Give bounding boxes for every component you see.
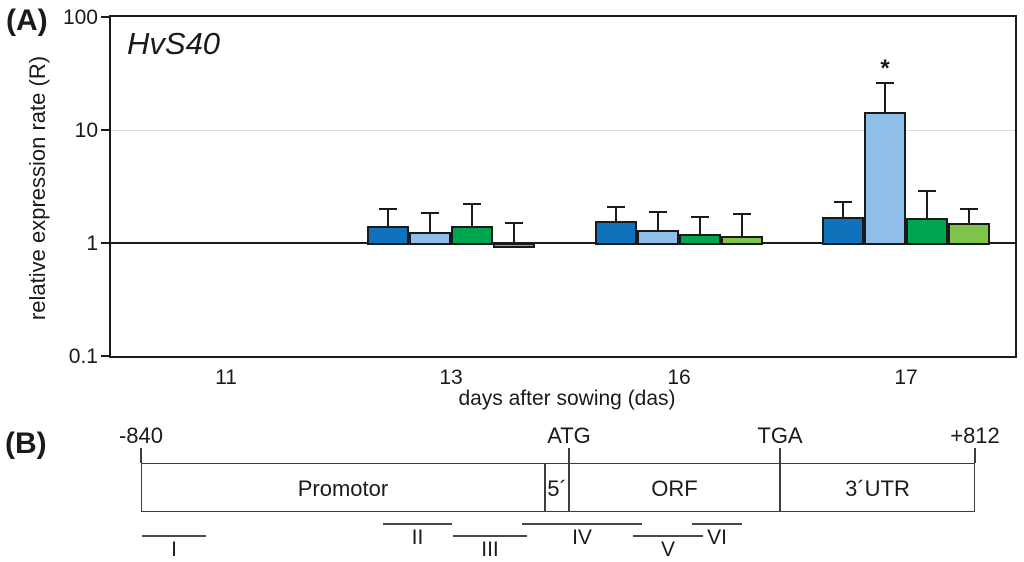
y-tick-1 — [101, 242, 109, 244]
region-label-3´UTR: 3´UTR — [845, 476, 910, 501]
x-tick-label-17: 17 — [894, 366, 918, 389]
fragment-line-V — [633, 535, 703, 537]
fragment-line-IV — [522, 523, 642, 525]
region-divider — [779, 463, 781, 512]
x-tick-label-16: 16 — [667, 366, 691, 389]
panel-a-label: (A) — [6, 4, 48, 37]
fragment-line-II — [383, 523, 452, 525]
error-bar-cap — [691, 215, 709, 218]
error-bar-cap — [238, 242, 256, 244]
error-bar-cap — [196, 242, 214, 244]
error-bar-cap — [280, 242, 298, 244]
gridline-10 — [111, 129, 1015, 131]
error-bar-stem — [968, 208, 970, 224]
region-label-Promotor: Promotor — [297, 476, 389, 501]
error-bar-stem — [657, 211, 659, 231]
x-axis-label: days after sowing (das) — [458, 387, 676, 410]
error-bar-stem — [699, 216, 701, 235]
dark-blue-bar — [367, 226, 409, 245]
error-bar-cap — [649, 210, 667, 213]
fragment-label-III: III — [481, 538, 499, 561]
error-bar-cap — [960, 207, 978, 210]
dark-blue-bar — [595, 221, 637, 245]
gene-structure-box — [141, 463, 975, 512]
coordinate-tick-ATG — [568, 448, 570, 463]
error-bar-stem — [387, 208, 389, 227]
error-bar-cap — [607, 205, 625, 208]
error-bar-cap — [154, 242, 172, 244]
chart-title: HvS40 — [127, 26, 221, 61]
region-label-5´: 5´ — [547, 476, 567, 501]
light-blue-bar — [637, 230, 679, 245]
dark-blue-bar — [822, 216, 864, 245]
y-tick-label-100: 100 — [62, 6, 98, 29]
region-label-ORF: ORF — [651, 476, 698, 501]
error-bar-cap — [918, 189, 936, 192]
y-tick-0.1 — [101, 355, 109, 357]
light-green-bar — [493, 243, 535, 248]
baseline-r1 — [111, 242, 1015, 244]
y-tick-100 — [101, 16, 109, 18]
fragment-label-IV: IV — [572, 526, 592, 549]
error-bar-cap — [834, 201, 852, 204]
error-bar-stem — [741, 214, 743, 237]
error-bar-stem — [429, 212, 431, 233]
light-blue-bar — [409, 232, 451, 245]
error-bar-cap — [379, 207, 397, 210]
dark-green-bar — [679, 234, 721, 245]
region-divider — [568, 463, 570, 512]
y-tick-label-10: 10 — [74, 119, 98, 142]
dark-green-bar — [451, 226, 493, 245]
x-tick-label-13: 13 — [439, 366, 463, 389]
fragment-line-VI — [692, 523, 742, 525]
significance-asterisk: * — [880, 55, 890, 83]
light-blue-bar — [864, 111, 906, 245]
y-axis-label: relative expression rate (R) — [25, 55, 50, 321]
x-tick-label-11: 11 — [215, 366, 237, 389]
region-divider — [544, 463, 546, 512]
light-green-bar — [948, 223, 990, 245]
error-bar-cap — [876, 82, 894, 85]
error-bar-cap — [505, 222, 523, 225]
error-bar-stem — [471, 204, 473, 227]
plot-frame — [109, 15, 1017, 358]
fragment-label-II: II — [411, 526, 424, 549]
coordinate-label--840: -840 — [118, 423, 164, 448]
fragment-label-VI: VI — [707, 526, 727, 549]
y-tick-label-0.1: 0.1 — [68, 345, 98, 368]
error-bar-stem — [884, 83, 886, 112]
coordinate-label-+812: +812 — [950, 423, 1000, 448]
error-bar-stem — [513, 223, 515, 243]
coordinate-tick--840 — [140, 448, 142, 463]
error-bar-cap — [463, 203, 481, 206]
coordinate-label-ATG: ATG — [547, 423, 591, 448]
coordinate-tick-TGA — [779, 448, 781, 463]
coordinate-label-TGA: TGA — [757, 423, 803, 448]
error-bar-stem — [842, 202, 844, 217]
y-tick-10 — [101, 129, 109, 131]
dark-green-bar — [906, 218, 948, 245]
fragment-label-I: I — [171, 538, 177, 561]
error-bar-stem — [926, 190, 928, 219]
fragment-line-III — [453, 535, 527, 537]
y-tick-label-1: 1 — [86, 232, 98, 255]
panel-b-label: (B) — [5, 427, 47, 460]
fragment-line-I — [142, 535, 206, 537]
error-bar-cap — [421, 211, 439, 214]
error-bar-stem — [615, 206, 617, 222]
coordinate-tick-+812 — [974, 448, 976, 463]
fragment-label-V: V — [660, 538, 675, 561]
light-green-bar — [721, 236, 763, 245]
error-bar-cap — [733, 213, 751, 216]
